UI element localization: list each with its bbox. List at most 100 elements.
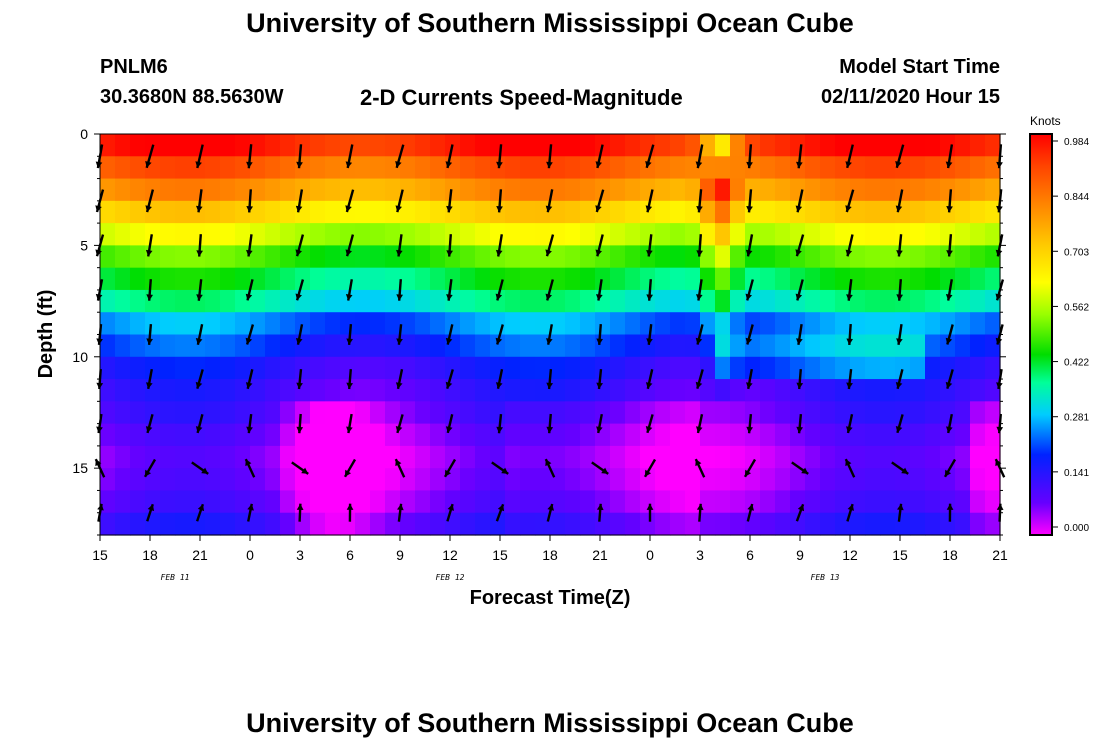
heat-cell bbox=[835, 490, 851, 514]
heat-cell bbox=[100, 289, 116, 313]
heat-cell bbox=[520, 289, 536, 313]
heat-cell bbox=[595, 200, 611, 224]
heat-cell bbox=[415, 423, 431, 447]
x-tick-label: 9 bbox=[396, 547, 404, 563]
heat-cell bbox=[550, 379, 566, 402]
heat-cell bbox=[310, 379, 326, 402]
heat-cell bbox=[415, 490, 431, 514]
heat-cell bbox=[565, 178, 581, 202]
heat-cell bbox=[205, 156, 221, 180]
heat-cell bbox=[925, 312, 941, 336]
heat-cell bbox=[550, 245, 566, 269]
heat-cell bbox=[895, 356, 911, 380]
heat-cell bbox=[310, 134, 326, 157]
heat-cell bbox=[760, 156, 776, 180]
heat-cell bbox=[955, 423, 971, 447]
current-arrowhead bbox=[846, 382, 853, 389]
heat-cell bbox=[205, 267, 221, 291]
heat-cell bbox=[235, 468, 251, 492]
heat-cell bbox=[970, 334, 986, 358]
heat-cell bbox=[805, 223, 821, 246]
heat-cell bbox=[730, 178, 746, 202]
x-tick-label: 18 bbox=[942, 547, 958, 563]
heat-cell bbox=[265, 401, 281, 425]
heat-cell bbox=[490, 178, 506, 202]
current-arrowhead bbox=[747, 504, 754, 511]
heat-cell bbox=[805, 312, 821, 336]
heat-cell bbox=[520, 245, 536, 269]
colorbar-tick-label: 0.844 bbox=[1064, 192, 1089, 203]
heat-cell bbox=[775, 468, 791, 492]
heat-cell bbox=[415, 401, 431, 425]
heat-cell bbox=[745, 312, 761, 336]
current-arrowhead bbox=[496, 161, 503, 169]
heat-cell bbox=[700, 223, 716, 246]
heat-cell bbox=[805, 245, 821, 269]
heat-cell bbox=[925, 156, 941, 180]
heat-cell bbox=[160, 312, 176, 336]
heat-cell bbox=[520, 379, 536, 402]
heat-cell bbox=[970, 401, 986, 425]
heat-cell bbox=[325, 445, 341, 469]
heat-cell bbox=[130, 223, 146, 246]
heat-cell bbox=[475, 289, 491, 313]
heat-cell bbox=[280, 245, 296, 269]
heat-cell bbox=[535, 423, 551, 447]
heat-cell bbox=[370, 223, 386, 246]
heat-cell bbox=[415, 223, 431, 246]
date-label: FEB 13 bbox=[811, 573, 840, 582]
heat-cell bbox=[475, 401, 491, 425]
heat-cell bbox=[430, 267, 446, 291]
heat-cell bbox=[745, 334, 761, 358]
heat-cell bbox=[625, 289, 641, 313]
heat-cell bbox=[760, 267, 776, 291]
heat-cell bbox=[565, 289, 581, 313]
heat-cell bbox=[175, 200, 191, 224]
heat-cell bbox=[580, 356, 596, 380]
heat-cell bbox=[130, 312, 146, 336]
heat-cell bbox=[400, 401, 416, 425]
heat-cell bbox=[670, 134, 686, 157]
current-arrowhead bbox=[796, 382, 804, 389]
current-arrowhead bbox=[946, 206, 953, 213]
current-arrowhead bbox=[145, 161, 152, 168]
heat-cell bbox=[820, 490, 836, 514]
y-tick-label: 5 bbox=[80, 237, 88, 253]
current-arrowhead bbox=[196, 205, 203, 213]
heat-cell bbox=[775, 379, 791, 402]
heat-cell bbox=[790, 267, 806, 291]
heat-cell bbox=[355, 468, 371, 492]
heat-cell bbox=[235, 401, 251, 425]
heat-cell bbox=[460, 289, 476, 313]
heat-cell bbox=[100, 156, 116, 180]
heat-cell bbox=[955, 490, 971, 514]
heat-cell bbox=[340, 512, 356, 536]
heat-cell bbox=[280, 445, 296, 469]
heat-cell bbox=[295, 312, 311, 336]
heat-cell bbox=[265, 445, 281, 469]
heat-cell bbox=[250, 512, 266, 536]
heat-cell bbox=[550, 312, 566, 336]
heat-cell bbox=[145, 379, 161, 402]
heat-cell bbox=[175, 178, 191, 202]
heat-cell bbox=[295, 200, 311, 224]
heat-cell bbox=[100, 334, 116, 358]
heat-cell bbox=[250, 134, 266, 157]
heat-cell bbox=[340, 245, 356, 269]
heat-cell bbox=[730, 445, 746, 469]
heat-cell bbox=[145, 267, 161, 291]
heat-cell bbox=[955, 245, 971, 269]
heat-cell bbox=[730, 289, 746, 313]
heat-cell bbox=[730, 267, 746, 291]
heat-cell bbox=[790, 334, 806, 358]
current-arrowhead bbox=[196, 294, 203, 301]
heat-cell bbox=[970, 468, 986, 492]
heat-cell bbox=[370, 156, 386, 180]
heat-cell bbox=[385, 334, 401, 358]
heat-cell bbox=[925, 356, 941, 380]
heat-cell bbox=[670, 445, 686, 469]
current-arrowhead bbox=[395, 426, 403, 433]
heat-cell bbox=[895, 267, 911, 291]
heat-cell bbox=[865, 245, 881, 269]
heat-cell bbox=[850, 200, 866, 224]
